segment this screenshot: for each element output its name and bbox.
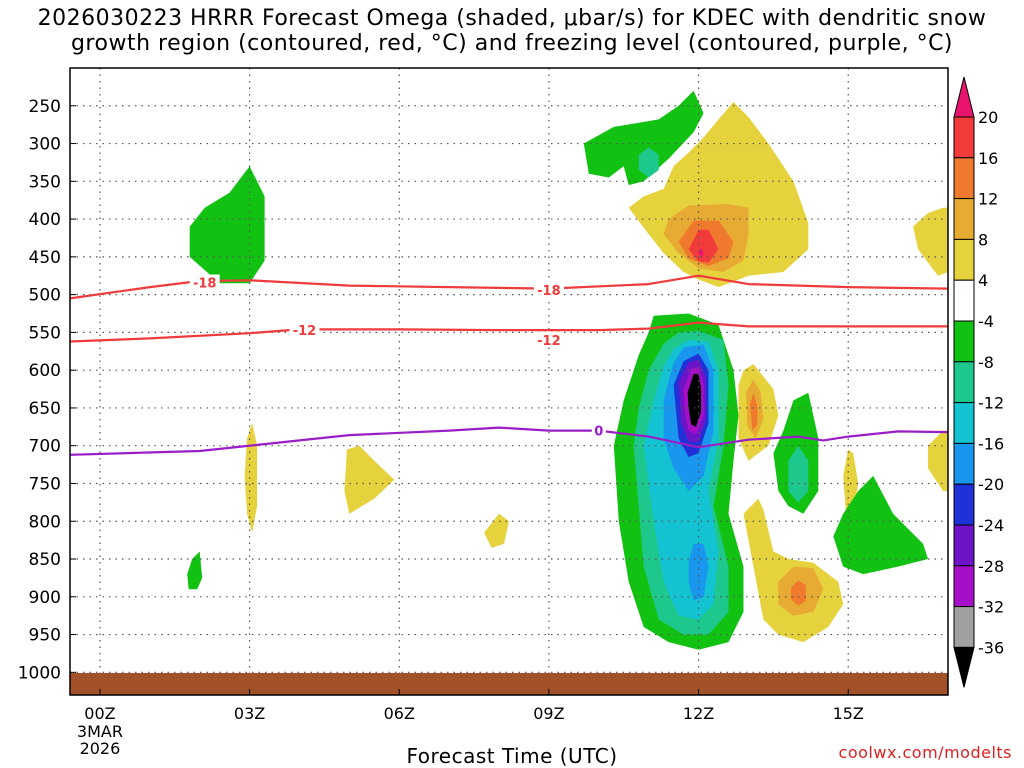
site-credit-link[interactable]: coolwx.com/modelts <box>838 743 1012 762</box>
contour-label-bg-2 <box>289 322 320 338</box>
omega-region-red-14z <box>790 580 806 606</box>
colorbar-segment-7 <box>953 361 975 404</box>
contour-label-1: -18 <box>537 284 561 299</box>
grid-layer <box>70 68 948 695</box>
omega-region-green-16z <box>833 475 928 575</box>
y-tick-label-700: 700 <box>29 437 61 457</box>
colorbar-tick-label-4: 4 <box>978 271 988 290</box>
y-tick-label-450: 450 <box>29 248 61 268</box>
y-tick-label-1000: 1000 <box>18 663 61 683</box>
omega-region-teal-11z-upper <box>638 147 659 178</box>
contour-label-bg-4 <box>591 422 606 438</box>
x-tick-label-03Z: 03Z <box>234 704 265 723</box>
colorbar-tick-label-6: -8 <box>978 353 994 372</box>
omega-region-green-3z-upper <box>189 166 265 284</box>
colorbar-tick-label-10: -24 <box>978 516 1004 535</box>
x-tick-label-09Z: 09Z <box>533 704 564 723</box>
omega-region-darkblue-12z-lower <box>688 543 709 601</box>
y-tick-label-400: 400 <box>29 210 61 230</box>
colorbar-segment-10 <box>953 483 975 526</box>
x-tick-label-15Z: 15Z <box>833 704 864 723</box>
colorbar-tick-label-9: -20 <box>978 475 1004 494</box>
omega-region-yellow-5z <box>344 445 395 514</box>
y-tick-label-800: 800 <box>29 512 61 532</box>
contour-line-2 <box>69 426 949 456</box>
date-caption-line-0: 3MAR <box>77 722 123 741</box>
colorbar-top-arrow <box>953 76 975 118</box>
colorbar-segment-13 <box>953 606 975 648</box>
colorbar-tick-label-3: 8 <box>978 230 988 249</box>
omega-region-magenta-core <box>698 247 704 259</box>
axis-tick-layer: 250 300 350 400 450 500 550 600 650 700 750 800 850 9… <box>18 97 864 758</box>
y-tick-label-950: 950 <box>29 626 61 646</box>
omega-region-red-13z <box>750 392 758 431</box>
colorbar-tick-label-7: -12 <box>978 394 1004 413</box>
omega-region-yellow-17z-lower <box>928 430 948 491</box>
contour-label-0: -18 <box>193 277 217 292</box>
colorbar-bottom-arrow <box>953 646 975 688</box>
omega-region-yellow-3z-lower <box>244 423 258 533</box>
colorbar-tick-label-8: -16 <box>978 434 1004 453</box>
y-tick-label-350: 350 <box>29 172 61 192</box>
contour-label-bg-3 <box>533 331 564 347</box>
plot-frame <box>69 67 949 696</box>
omega-region-black-12z <box>687 373 702 427</box>
y-tick-label-900: 900 <box>29 588 61 608</box>
date-caption-line-1: 2026 <box>80 739 121 758</box>
x-tick-label-12Z: 12Z <box>683 704 714 723</box>
contour-label-3: -12 <box>537 334 561 349</box>
colorbar-segment-4 <box>953 238 975 281</box>
colorbar-segment-12 <box>953 565 975 608</box>
omega-region-teal-14z <box>788 445 809 503</box>
colorbar-segment-5 <box>953 279 975 322</box>
y-tick-label-300: 300 <box>29 135 61 155</box>
y-tick-label-600: 600 <box>29 361 61 381</box>
contour-label-4: 0 <box>594 425 603 440</box>
colorbar-segment-6 <box>953 320 975 363</box>
colorbar-segment-1 <box>953 116 975 159</box>
x-axis-label: Forecast Time (UTC) <box>406 744 618 768</box>
y-tick-label-500: 500 <box>29 286 61 306</box>
y-tick-label-850: 850 <box>29 550 61 570</box>
omega-region-green-2z <box>187 551 203 590</box>
colorbar-segment-8 <box>953 402 975 444</box>
y-tick-label-550: 550 <box>29 323 61 343</box>
contour-label-2: -12 <box>293 324 317 339</box>
chart-title: 2026030223 HRRR Forecast Omega (shaded, … <box>0 6 1024 56</box>
x-tick-label-00Z: 00Z <box>84 704 115 723</box>
y-tick-label-650: 650 <box>29 399 61 419</box>
omega-region-red-core <box>688 229 719 263</box>
omega-region-yellow-8z <box>484 513 509 548</box>
colorbar-segment-3 <box>953 198 975 240</box>
contour-label-bg-1 <box>533 282 564 298</box>
contour-label-bg-0 <box>189 274 220 290</box>
chart-title-line-2: growth region (contoured, red, °C) and f… <box>70 31 954 56</box>
contour-layer: -18 -18 -12 -12 0 <box>69 274 949 456</box>
colorbar-segment-11 <box>953 524 975 567</box>
colorbar-tick-label-12: -32 <box>978 598 1004 617</box>
colorbar: 20 16 12 8 4 -4 -8 -12 -16 -20 -24 -28 -32 -36 <box>953 76 1004 688</box>
omega-shading-layer <box>187 90 948 650</box>
x-tick-label-06Z: 06Z <box>384 704 415 723</box>
colorbar-tick-label-1: 16 <box>978 149 998 168</box>
contour-line-1 <box>69 321 948 343</box>
colorbar-tick-label-0: 20 <box>978 108 998 127</box>
colorbar-tick-label-13: -36 <box>978 638 1004 657</box>
colorbar-tick-label-5: -4 <box>978 312 994 331</box>
y-tick-label-250: 250 <box>29 97 61 117</box>
ground-surface-bar <box>70 673 948 695</box>
omega-region-green-11z-upper <box>583 90 704 186</box>
colorbar-segment-9 <box>953 442 975 485</box>
colorbar-tick-label-2: 12 <box>978 190 998 209</box>
omega-region-yellow-17z-upper <box>913 207 948 276</box>
y-tick-label-750: 750 <box>29 474 61 494</box>
colorbar-tick-label-11: -28 <box>978 557 1004 576</box>
colorbar-segment-2 <box>953 157 975 200</box>
chart-title-line-1: 2026030223 HRRR Forecast Omega (shaded, … <box>37 6 987 31</box>
